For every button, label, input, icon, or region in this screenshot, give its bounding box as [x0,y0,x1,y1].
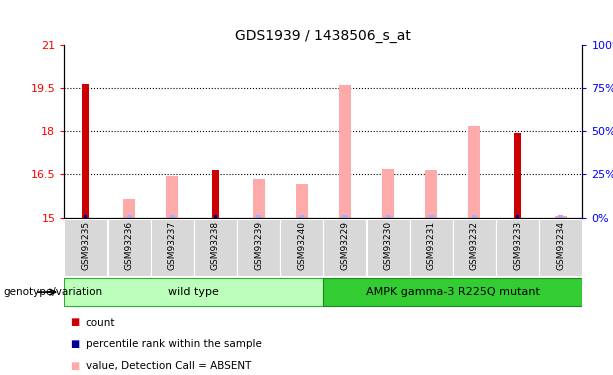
Text: GSM93238: GSM93238 [211,221,220,270]
Bar [170,215,175,217]
Bar [324,219,367,276]
Text: AMPK gamma-3 R225Q mutant: AMPK gamma-3 R225Q mutant [366,286,540,297]
Bar [212,170,219,217]
Bar [108,219,151,276]
Bar [555,216,567,217]
Bar [299,215,305,217]
Bar [515,215,520,217]
Bar [237,219,280,276]
Text: count: count [86,318,115,327]
Text: GSM93239: GSM93239 [254,221,263,270]
Bar [386,215,390,217]
Bar [539,219,582,276]
Bar [280,219,323,276]
Bar [428,215,434,217]
Bar [64,278,324,306]
Bar [425,170,437,217]
Bar [194,219,237,276]
Text: GSM93233: GSM93233 [513,221,522,270]
Text: GSM93231: GSM93231 [427,221,436,270]
Bar [256,215,261,217]
Text: GSM93234: GSM93234 [556,221,565,270]
Bar [453,219,496,276]
Bar [64,219,107,276]
Bar [342,215,348,217]
Bar [83,215,88,217]
Bar [253,179,265,218]
Bar [468,126,481,218]
Text: ■: ■ [70,318,80,327]
Bar [214,214,217,217]
Text: ■: ■ [70,361,80,371]
Bar [295,184,308,218]
Bar [324,278,582,306]
Bar [166,176,178,218]
Text: percentile rank within the sample: percentile rank within the sample [86,339,262,349]
Bar [367,219,409,276]
Text: value, Detection Call = ABSENT: value, Detection Call = ABSENT [86,361,251,371]
Text: ■: ■ [70,339,80,349]
Title: GDS1939 / 1438506_s_at: GDS1939 / 1438506_s_at [235,28,411,43]
Text: GSM93240: GSM93240 [297,221,306,270]
Text: GSM93235: GSM93235 [82,221,91,270]
Bar [213,215,218,217]
Bar [409,219,453,276]
Bar [151,219,194,276]
Bar [382,169,394,217]
Bar [472,215,477,217]
Bar [85,214,88,217]
Text: GSM93236: GSM93236 [124,221,134,270]
Text: GSM93230: GSM93230 [384,221,392,270]
Text: genotype/variation: genotype/variation [3,287,102,297]
Bar [83,84,89,218]
Bar [514,133,521,218]
Text: wild type: wild type [169,286,219,297]
Bar [339,85,351,218]
Bar [516,214,519,217]
Bar [496,219,539,276]
Bar [123,199,135,217]
Bar [126,215,132,217]
Text: GSM93229: GSM93229 [340,221,349,270]
Text: GSM93232: GSM93232 [470,221,479,270]
Bar [558,215,563,217]
Text: GSM93237: GSM93237 [168,221,177,270]
